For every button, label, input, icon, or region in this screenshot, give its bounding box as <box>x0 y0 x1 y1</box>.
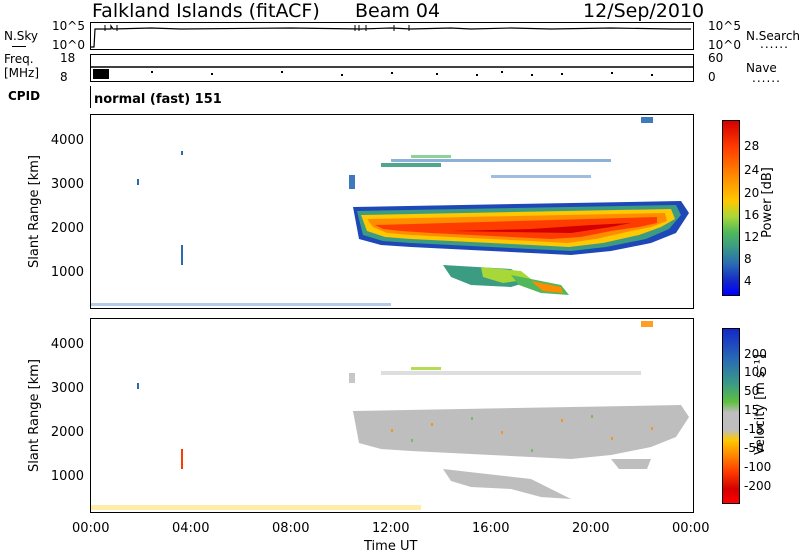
power-colorbar-ticks: 28 24 20 16 12 8 4 <box>744 139 759 288</box>
nsearch-bottom-tick: 10^0 <box>708 38 741 52</box>
xtick-labels: 00:00 04:00 08:00 12:00 16:00 20:00 00:0… <box>0 522 800 538</box>
velocity-tick--100: -100 <box>744 460 771 474</box>
nsky-strip <box>90 22 694 50</box>
velocity-tick-200: 200 <box>744 347 767 361</box>
ytick-1000-velocity: 1000 <box>51 469 84 484</box>
xtick-5: 20:00 <box>572 521 610 536</box>
power-tick-4: 4 <box>744 274 752 288</box>
velocity-tick-50: 50 <box>744 384 759 398</box>
freq-unit: [MHz] <box>4 66 40 80</box>
freq-label: Freq. <box>4 52 34 66</box>
power-tick-8: 8 <box>744 252 752 266</box>
freq-trace <box>91 66 693 79</box>
freq-top-tick: 18 <box>60 51 76 65</box>
xtick-2: 08:00 <box>272 521 310 536</box>
velocity-colorbar-fill <box>723 329 739 503</box>
velocity-colorbar-ticks: 200 100 50 15 -15 -50 -100 -200 <box>744 347 771 493</box>
power-heatmap <box>91 117 689 306</box>
power-colorbar-title: Power [dB] <box>759 167 775 238</box>
freq-strip <box>90 54 694 82</box>
nave-bottom-tick: 0 <box>708 70 716 84</box>
nsky-top-tick: 10^5 <box>52 19 85 33</box>
nsearch-dots: ...... <box>760 37 789 51</box>
velocity-tick--200: -200 <box>744 479 771 493</box>
velocity-yticks: 4000 3000 2000 1000 <box>51 337 84 484</box>
power-tick-16: 16 <box>744 208 759 222</box>
power-yticks: 4000 3000 2000 1000 <box>51 133 84 280</box>
velocity-heatmap <box>91 321 689 510</box>
ylabel-velocity: Slant Range [km] <box>26 359 42 472</box>
xtick-1: 04:00 <box>172 521 210 536</box>
ylabel-power: Slant Range [km] <box>26 155 42 268</box>
nsearch-top-tick: 10^5 <box>708 19 741 33</box>
xtick-4: 16:00 <box>472 521 510 536</box>
nsky-label: N.Sky <box>4 29 39 43</box>
power-colorbar <box>722 120 740 296</box>
xtick-3: 12:00 <box>372 521 410 536</box>
velocity-colorbar-title: Velocity [m s⁻¹] <box>752 354 768 455</box>
station-title: Falkland Islands (fitACF) <box>92 0 320 22</box>
ytick-4000-velocity: 4000 <box>51 337 84 352</box>
power-tick-12: 12 <box>744 230 759 244</box>
date-title: 12/Sep/2010 <box>583 0 705 22</box>
ytick-2000-velocity: 2000 <box>51 425 84 440</box>
nsky-trace <box>91 24 691 48</box>
power-colorbar-fill <box>723 121 739 295</box>
power-tick-20: 20 <box>744 186 759 200</box>
velocity-tick--50: -50 <box>744 441 764 455</box>
y-axis-ticks: 4000 3000 2000 1000 4000 3000 2000 1000 <box>51 133 84 484</box>
xtick-0: 00:00 <box>72 521 110 536</box>
beam-title: Beam 04 <box>355 0 441 22</box>
xtick-6: 00:00 <box>672 521 710 536</box>
nsky-underline <box>12 46 26 47</box>
velocity-tick--15: -15 <box>744 422 764 436</box>
cpid-rule <box>90 86 695 108</box>
freq-bottom-tick: 8 <box>60 70 68 84</box>
nave-top-tick: 60 <box>708 51 724 65</box>
ytick-1000-power: 1000 <box>51 265 84 280</box>
power-tick-28: 28 <box>744 139 759 153</box>
cpid-label: CPID <box>8 89 41 103</box>
nsky-bottom-tick: 10^0 <box>52 38 85 52</box>
velocity-tick-100: 100 <box>744 365 767 379</box>
nave-label: Nave <box>746 61 777 75</box>
ytick-2000-power: 2000 <box>51 221 84 236</box>
velocity-plot <box>90 318 694 513</box>
velocity-tick-15: 15 <box>744 403 759 417</box>
ytick-3000-power: 3000 <box>51 177 84 192</box>
xlabel: Time UT <box>364 539 418 554</box>
cpid-value: normal (fast) 151 <box>94 92 222 107</box>
nave-dots: ...... <box>752 71 781 85</box>
velocity-colorbar <box>722 328 740 504</box>
power-plot <box>90 114 694 309</box>
power-tick-24: 24 <box>744 163 759 177</box>
ytick-4000-power: 4000 <box>51 133 84 148</box>
nsearch-label: N.Search <box>746 29 800 43</box>
ytick-3000-velocity: 3000 <box>51 381 84 396</box>
